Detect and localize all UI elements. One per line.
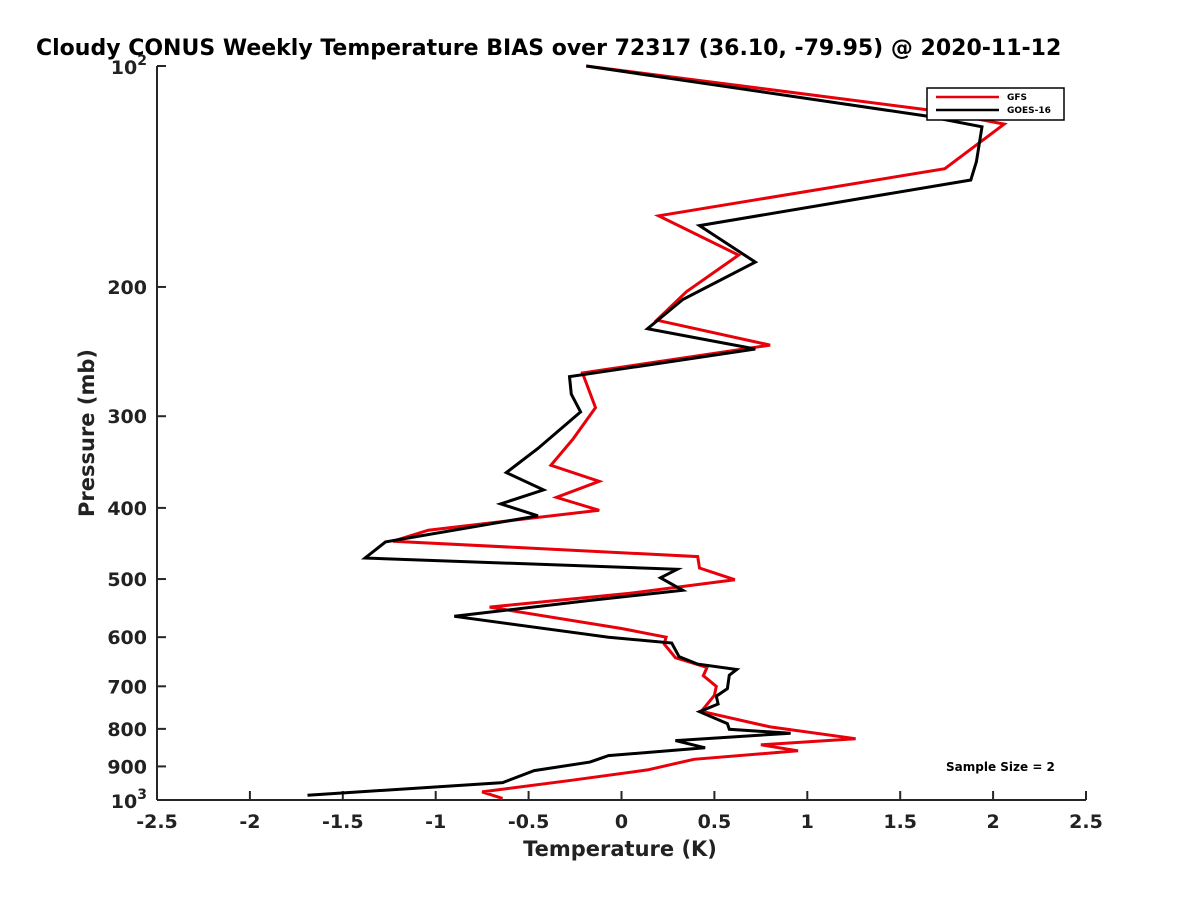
x-tick-label: 2.5 bbox=[1069, 811, 1103, 833]
legend-label-goes16: GOES-16 bbox=[1007, 106, 1051, 116]
x-tick-label: -1.5 bbox=[322, 811, 364, 833]
y-tick-label: 900 bbox=[107, 756, 147, 778]
y-tick-label: 700 bbox=[107, 676, 147, 698]
series-line-gfs bbox=[392, 64, 1008, 800]
chart-title: Cloudy CONUS Weekly Temperature BIAS ove… bbox=[36, 36, 1061, 61]
x-tick-label: 1.5 bbox=[883, 811, 917, 833]
y-tick-label: 200 bbox=[107, 277, 147, 299]
legend: GFS GOES-16 bbox=[926, 87, 1065, 121]
y-tick-exponent: 2 bbox=[137, 53, 147, 69]
y-tick-label: 500 bbox=[107, 569, 147, 591]
plot-axes bbox=[156, 66, 1086, 801]
y-tick-label: 102 bbox=[111, 53, 147, 79]
legend-box bbox=[926, 87, 1065, 121]
y-tick-label: 800 bbox=[107, 719, 147, 741]
sample-size-annotation: Sample Size = 2 bbox=[946, 760, 1055, 774]
x-tick-label: 1 bbox=[801, 811, 814, 833]
y-tick-label: 600 bbox=[107, 627, 147, 649]
y-tick-label: 400 bbox=[107, 498, 147, 520]
x-tick-label: 0 bbox=[615, 811, 628, 833]
x-tick-label: 2 bbox=[986, 811, 999, 833]
x-tick-label: 0.5 bbox=[698, 811, 732, 833]
series-line-goes16 bbox=[307, 64, 984, 797]
x-tick-label: -1 bbox=[425, 811, 446, 833]
x-tick-label: -2.5 bbox=[136, 811, 178, 833]
y-tick-base: 10 bbox=[111, 791, 137, 813]
legend-label-gfs: GFS bbox=[1007, 93, 1027, 103]
x-tick-label: -2 bbox=[239, 811, 260, 833]
series-layer bbox=[307, 64, 1008, 800]
x-tick-label: -0.5 bbox=[508, 811, 550, 833]
y-tick-base: 10 bbox=[111, 57, 137, 79]
y-axis-label: Pressure (mb) bbox=[75, 349, 99, 517]
y-tick-label: 103 bbox=[111, 787, 147, 813]
y-tick-exponent: 3 bbox=[137, 787, 147, 803]
x-axis-label: Temperature (K) bbox=[523, 837, 717, 861]
y-tick-label: 300 bbox=[107, 406, 147, 428]
x-axis-ticks: -2.5 -2 -1.5 -1 -0.5 0 0.5 1 1.5 2 2.5 bbox=[136, 791, 1103, 833]
